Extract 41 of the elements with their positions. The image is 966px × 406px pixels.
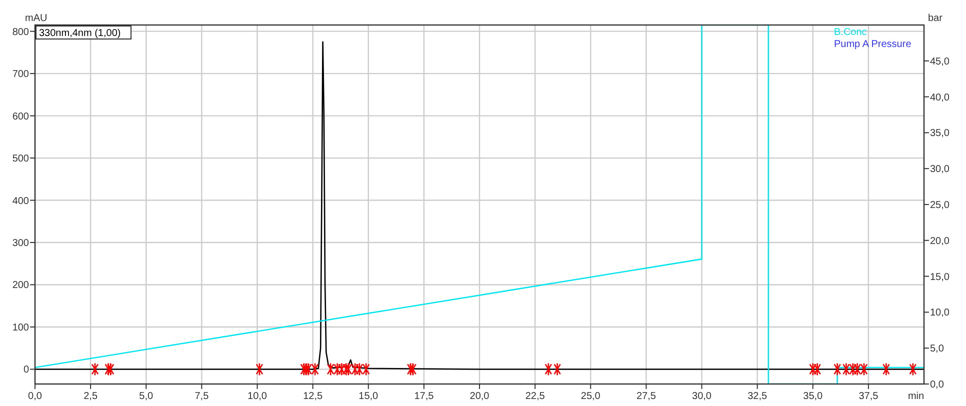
x-tick-label: 10,0 <box>248 391 268 402</box>
x-tick-label: 37,5 <box>858 391 879 402</box>
x-tick-label: 2,5 <box>84 391 98 402</box>
x-tick-label: 12,5 <box>303 391 323 402</box>
y-tick-label: 200 <box>12 280 30 292</box>
x-tick-label: 7,5 <box>194 391 210 402</box>
x-tick-label: 0,0 <box>28 391 42 402</box>
x-tick-label: 30,0 <box>692 391 712 402</box>
y2-tick-label: 45,0 <box>930 56 950 68</box>
y-tick-label: 600 <box>12 111 30 122</box>
y2-tick-label: 20,0 <box>930 236 950 247</box>
y2-tick-label: 15,0 <box>930 272 950 283</box>
text: B.Conc <box>834 27 867 38</box>
y2-tick-label: 35,0 <box>930 128 950 140</box>
y-tick-label: 0 <box>23 364 30 376</box>
y-tick-label: 400 <box>12 196 30 207</box>
y2-tick-label: 30,0 <box>930 164 950 176</box>
x-tick-label: 20,0 <box>470 391 490 402</box>
y-tick-label: 800 <box>12 26 30 38</box>
y2-tick-label: 25,0 <box>930 200 950 211</box>
y2-tick-label: 0,0 <box>930 380 944 390</box>
y2-tick-label: 40,0 <box>930 92 950 104</box>
y-tick-label: 300 <box>12 238 30 250</box>
x-tick-label: 35,0 <box>803 391 824 402</box>
y-tick-label: 500 <box>12 154 30 165</box>
y-tick-label: 100 <box>12 322 30 334</box>
x-tick-label: 5,0 <box>139 391 154 402</box>
x-tick-label: 32,5 <box>748 391 768 402</box>
text: 330nm,4nm (1,00) <box>39 28 121 39</box>
legend-label: Pump A Pressure <box>834 39 912 50</box>
y2-axis-title: bar <box>928 13 944 24</box>
x-tick-label: 25,0 <box>580 391 601 402</box>
x-tick-label: 22,5 <box>525 391 546 402</box>
x-tick-label: 17,5 <box>414 391 434 402</box>
x-tick-label: 27,5 <box>636 391 656 402</box>
x-axis-title: min <box>908 391 924 402</box>
y2-tick-label: 5,0 <box>930 344 944 355</box>
y-axis-title: mAU <box>25 13 48 24</box>
y-tick-label: 700 <box>12 69 30 80</box>
y2-tick-label: 10,0 <box>930 308 950 319</box>
x-tick-label: 15,0 <box>358 391 379 402</box>
